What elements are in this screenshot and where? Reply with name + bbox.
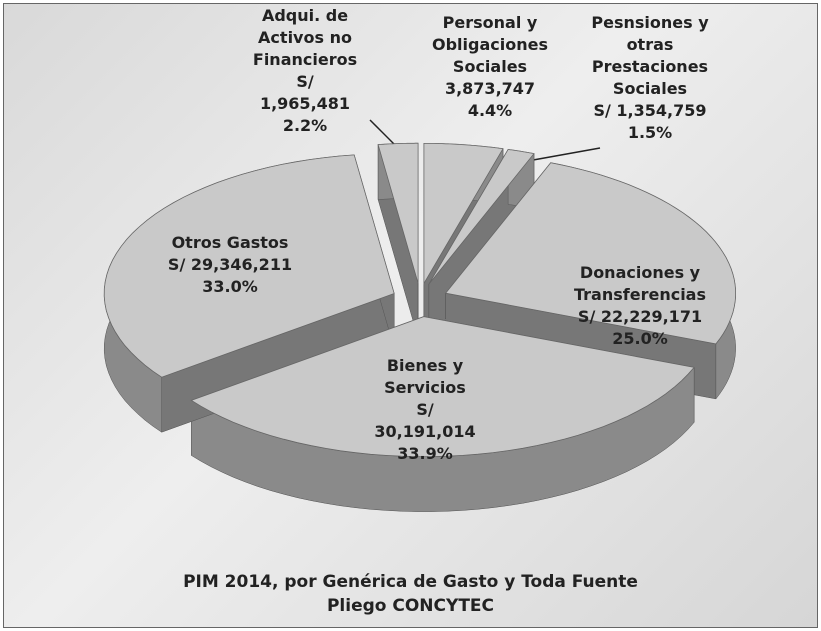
amount-label: S/ 1,965,481 — [259, 72, 351, 113]
percent-label: 33.9% — [397, 444, 453, 463]
chart-title: PIM 2014, por Genérica de Gasto y Toda F… — [183, 572, 638, 592]
data-label: Donaciones y Transferencias S/ 22,229,171… — [560, 262, 720, 350]
category-label: Donaciones y Transferencias — [574, 263, 706, 304]
slice — [377, 142, 419, 284]
percent-label: 1.5% — [627, 123, 673, 142]
category-label: Bienes y Servicios — [384, 356, 466, 397]
amount-label: 3,873,747 — [444, 79, 536, 98]
data-label: Personal y Obligaciones Sociales 3,873,74… — [428, 12, 553, 122]
percent-label: 25.0% — [612, 329, 668, 348]
slice — [190, 316, 695, 458]
percent-label: 2.2% — [282, 116, 328, 135]
amount-label: S/ 29,346,211 — [167, 255, 293, 274]
data-label: Pesnsiones y otras Prestaciones Sociales… — [590, 12, 710, 144]
percent-label: 33.0% — [202, 277, 258, 296]
category-label: Otros Gastos — [171, 233, 289, 252]
category-label: Adqui. de Activos no Financieros — [252, 6, 358, 69]
slice — [444, 162, 736, 345]
data-label: Otros Gastos S/ 29,346,211 33.0% — [150, 232, 310, 298]
slice — [428, 148, 535, 285]
leader-line — [521, 147, 601, 163]
slice — [103, 154, 395, 378]
slice-tops — [103, 142, 736, 458]
amount-label: S/ 1,354,759 — [593, 101, 707, 120]
data-label: Adqui. de Activos no Financieros S/ 1,965… — [249, 5, 361, 137]
category-label: Pesnsiones y otras Prestaciones Sociales — [591, 13, 709, 98]
data-label: Bienes y Servicios S/ 30,191,014 33.9% — [370, 355, 480, 465]
percent-label: 4.4% — [467, 101, 513, 120]
amount-label: S/ 22,229,171 — [577, 307, 703, 326]
category-label: Personal y Obligaciones Sociales — [432, 13, 548, 76]
amount-label: S/ 30,191,014 — [374, 400, 476, 441]
chart-subtitle: Pliego CONCYTEC — [326, 596, 495, 616]
slice — [423, 142, 504, 285]
